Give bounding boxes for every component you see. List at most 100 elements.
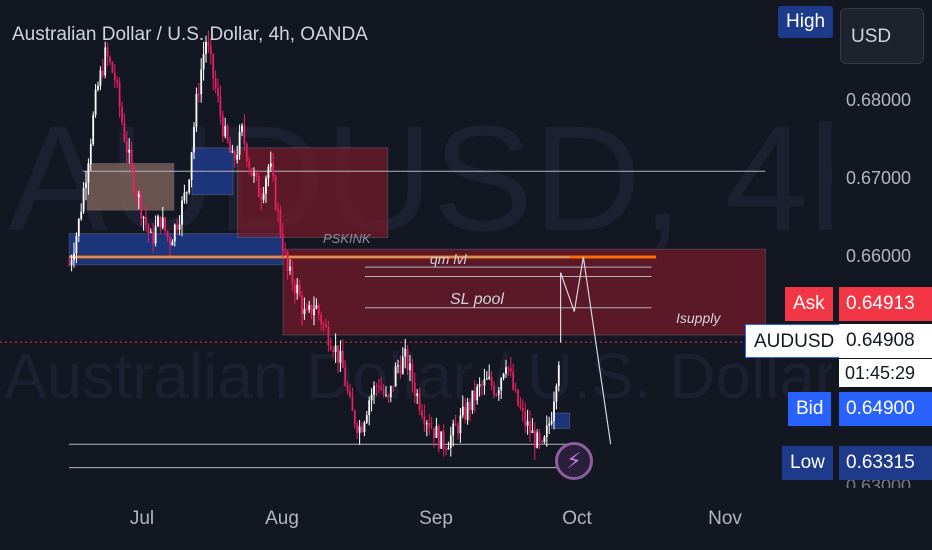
candle-body xyxy=(173,224,176,242)
candle-body xyxy=(373,385,375,395)
candle-body xyxy=(82,188,85,212)
candle-body xyxy=(308,305,311,310)
candle-body xyxy=(305,309,308,311)
candle-body xyxy=(193,126,195,153)
candle-body xyxy=(200,69,203,95)
candle-body xyxy=(481,384,483,386)
lightning-icon[interactable]: ⚡ xyxy=(555,442,593,480)
candle-body xyxy=(493,385,495,395)
candle-body xyxy=(344,367,347,386)
candle-body xyxy=(166,230,169,238)
currency-selector[interactable]: USD xyxy=(840,8,924,64)
candle-body xyxy=(128,149,131,153)
candle-body xyxy=(243,125,246,144)
candle-body xyxy=(190,152,193,180)
ask-price: 0.64913 xyxy=(839,287,932,321)
candle-body xyxy=(171,241,174,246)
candle-body xyxy=(80,211,83,219)
candle-body xyxy=(212,54,215,79)
y-tick: 0.67000 xyxy=(846,168,912,188)
candle-body xyxy=(224,125,227,137)
candle-body xyxy=(533,430,536,448)
candle-body xyxy=(73,253,75,261)
candle-body xyxy=(109,57,111,63)
candle-body xyxy=(449,435,452,448)
candle-body xyxy=(221,115,224,137)
candle-body xyxy=(531,430,534,434)
candle-body xyxy=(500,378,503,391)
candle-body xyxy=(145,216,147,225)
x-tick: Sep xyxy=(419,508,453,529)
candle-body xyxy=(241,125,243,132)
candle-body xyxy=(272,163,275,177)
candle-body xyxy=(430,427,433,429)
candle-body xyxy=(490,376,493,386)
candle-body xyxy=(437,426,440,449)
candle-body xyxy=(219,96,222,116)
candle-body xyxy=(87,163,90,183)
candle-body xyxy=(188,179,191,193)
candle-body xyxy=(142,216,145,219)
candle-body xyxy=(356,424,359,433)
candle-body xyxy=(521,408,524,411)
candle-body xyxy=(555,386,558,402)
candle-body xyxy=(197,94,200,96)
candle-body xyxy=(502,373,505,379)
candle-body xyxy=(397,365,399,367)
candle-body xyxy=(286,251,289,271)
candle-body xyxy=(111,62,114,73)
candle-body xyxy=(413,382,416,397)
candle-body xyxy=(548,423,551,426)
candle-body xyxy=(123,122,126,142)
candle-body xyxy=(509,368,512,372)
candle-body xyxy=(394,366,397,387)
candle-body xyxy=(113,72,116,81)
candle-body xyxy=(433,428,435,438)
candle-body xyxy=(411,363,414,383)
supply-zone xyxy=(237,147,389,238)
candle-body xyxy=(118,82,121,108)
candle-body xyxy=(269,163,272,168)
candle-body xyxy=(421,410,423,417)
candle-body xyxy=(538,432,541,441)
candle-body xyxy=(512,371,515,390)
candle-body xyxy=(68,264,71,266)
candle-body xyxy=(231,151,234,153)
bos-label: PSKINK xyxy=(323,231,372,246)
supply-label: Isupply xyxy=(676,310,721,326)
candle-body xyxy=(161,217,164,228)
candle-body xyxy=(387,394,390,398)
candle-body xyxy=(425,423,428,425)
candle-body xyxy=(447,447,450,450)
candle-body xyxy=(483,379,486,386)
candle-body xyxy=(229,141,231,153)
candle-body xyxy=(478,384,481,387)
candle-body xyxy=(368,400,371,416)
candle-body xyxy=(106,47,109,58)
sl-pool-label: SL pool xyxy=(450,291,504,308)
candle-body xyxy=(85,182,87,189)
supply-zone xyxy=(282,248,766,336)
bid-label: Bid xyxy=(788,392,832,426)
candle-body xyxy=(77,218,80,236)
candle-body xyxy=(351,396,354,411)
candle-body xyxy=(469,402,471,410)
candle-body xyxy=(322,324,325,326)
candle-body xyxy=(164,217,167,231)
candle-body xyxy=(130,149,133,167)
candle-body xyxy=(404,348,407,357)
candle-body xyxy=(320,314,323,325)
candle-body xyxy=(409,363,411,371)
candle-body xyxy=(303,309,306,315)
candle-body xyxy=(185,192,188,194)
candle-body xyxy=(195,94,198,127)
candle-body xyxy=(104,47,107,76)
candle-body xyxy=(253,173,255,176)
candle-body xyxy=(341,350,344,368)
candle-body xyxy=(541,440,543,443)
candle-body xyxy=(553,401,555,422)
candle-body xyxy=(495,394,498,396)
bid-price: 0.64900 xyxy=(839,392,932,426)
candle-body xyxy=(557,364,560,387)
